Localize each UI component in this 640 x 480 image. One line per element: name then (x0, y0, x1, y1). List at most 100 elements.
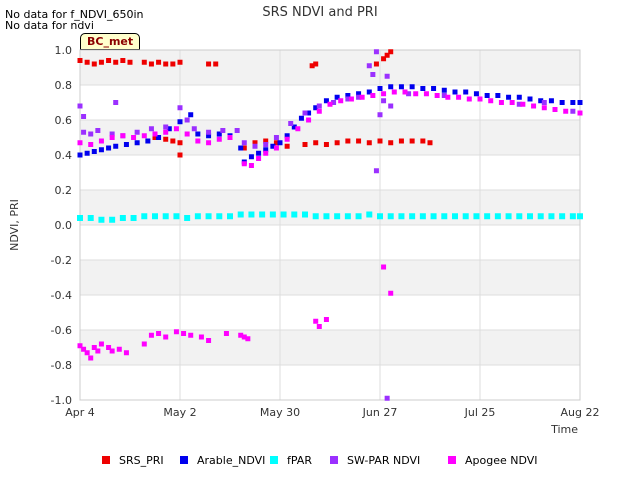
data-point (563, 108, 569, 114)
data-point (184, 131, 190, 137)
data-point (194, 213, 201, 220)
data-point (248, 211, 255, 218)
data-point (237, 211, 244, 218)
data-point (148, 332, 154, 338)
x-tick-label: May 2 (163, 406, 196, 419)
x-tick-label: Apr 4 (65, 406, 95, 419)
data-point (173, 126, 179, 132)
data-point (420, 138, 426, 144)
data-point (570, 100, 576, 105)
data-point (302, 110, 308, 116)
data-point (206, 129, 212, 135)
data-point (119, 215, 126, 221)
data-point (345, 138, 351, 144)
data-point (227, 213, 233, 220)
data-point (163, 136, 169, 142)
data-point (505, 213, 512, 220)
data-point (248, 154, 254, 160)
data-point (516, 213, 523, 220)
data-point (569, 213, 576, 220)
data-point (316, 103, 322, 109)
legend-label: SRS_PRI (119, 454, 164, 467)
y-tick-label: -0.4 (51, 289, 72, 302)
data-point (166, 126, 172, 132)
data-point (131, 135, 137, 140)
data-point (106, 58, 112, 63)
data-point (538, 98, 544, 104)
data-point (531, 103, 537, 109)
data-point (116, 346, 122, 352)
y-tick-label: -0.8 (51, 359, 72, 372)
legend-swatch (180, 456, 188, 464)
data-point (577, 100, 583, 105)
data-point (216, 213, 223, 220)
data-point (356, 94, 362, 100)
data-point (256, 156, 262, 161)
data-point (462, 213, 469, 220)
data-point (156, 331, 162, 336)
data-point (216, 131, 222, 137)
data-point (494, 213, 501, 220)
data-point (241, 334, 247, 340)
data-point (495, 93, 501, 98)
data-point (170, 61, 176, 67)
y-tick-label: 0.2 (55, 184, 73, 197)
data-point (381, 56, 387, 62)
data-point (252, 143, 258, 149)
y-tick-label: -0.6 (51, 324, 72, 337)
data-point (331, 100, 337, 105)
data-point (356, 138, 362, 144)
plot-frame (79, 49, 581, 401)
data-point (409, 84, 415, 90)
data-point (241, 140, 247, 146)
data-point (388, 290, 394, 296)
data-point (91, 345, 97, 350)
data-point (323, 142, 329, 147)
legend-swatch (330, 456, 338, 464)
data-point (388, 103, 394, 109)
data-point (377, 86, 383, 91)
data-point (356, 91, 362, 97)
data-point (537, 213, 544, 220)
data-point (98, 59, 104, 65)
data-point (106, 345, 112, 350)
data-point (441, 93, 447, 98)
data-point (141, 59, 147, 65)
data-point (313, 105, 319, 111)
data-point (323, 98, 329, 104)
data-point (316, 324, 322, 329)
data-point (109, 216, 116, 223)
y-tick-label: -1.0 (51, 394, 72, 407)
data-point (123, 350, 129, 356)
data-point (184, 215, 191, 221)
data-point (84, 350, 90, 356)
data-point (81, 114, 87, 119)
data-point (423, 91, 429, 97)
y-tick-label: 0.4 (55, 149, 73, 162)
data-point (263, 150, 269, 156)
plot-band (80, 330, 580, 365)
data-point (241, 161, 247, 167)
data-point (419, 213, 426, 220)
data-point (113, 59, 119, 65)
data-point (163, 124, 169, 130)
data-point (313, 318, 319, 324)
data-point (306, 110, 312, 116)
data-point (109, 348, 115, 354)
data-point (98, 147, 104, 153)
data-point (384, 395, 390, 401)
data-point (206, 61, 212, 67)
data-point (441, 213, 448, 220)
data-point (338, 98, 344, 104)
data-point (366, 63, 372, 69)
x-axis-label: Time (550, 423, 578, 436)
data-point (84, 150, 90, 156)
data-point (381, 98, 387, 104)
data-point (163, 334, 169, 340)
data-point (173, 329, 179, 335)
data-point (387, 213, 394, 220)
data-point (366, 140, 372, 146)
data-point (263, 142, 269, 147)
data-point (77, 140, 83, 146)
